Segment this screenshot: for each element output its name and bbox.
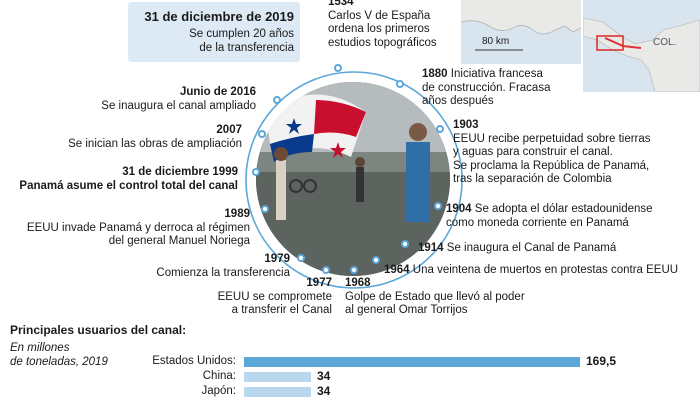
event-1989: 1989 EEUU invade Panamá y derroca al rég… bbox=[0, 208, 250, 249]
event-year: 31 de diciembre 1999 bbox=[122, 166, 238, 178]
event-1977: 1977 EEUU se compromete a transferir el … bbox=[200, 277, 332, 318]
event-text: Una veintena de muertos en protestas con… bbox=[412, 264, 679, 276]
event-1903: 1903 EEUU recibe perpetuidad sobre tierr… bbox=[453, 119, 651, 187]
event-text: Se proclama la República de Panamá, bbox=[453, 159, 650, 172]
event-year: Junio de 2016 bbox=[179, 86, 256, 98]
event-text: EEUU se compromete bbox=[217, 290, 332, 303]
event-text: de construcción. Fracasa bbox=[422, 81, 551, 94]
event-year: 1914 bbox=[418, 242, 444, 254]
event-1880: 1880 Iniciativa francesa de construcción… bbox=[422, 68, 550, 109]
bar bbox=[244, 357, 580, 367]
event-year: 1964 bbox=[384, 264, 410, 276]
event-1979: 1979 Comienza la transferencia bbox=[130, 253, 290, 280]
panama-map bbox=[461, 0, 581, 64]
bar-category-label: China: bbox=[202, 370, 236, 382]
users-title: Principales usuarios del canal: bbox=[10, 323, 187, 337]
timeline-dot-2007 bbox=[258, 130, 266, 138]
timeline-dot-1977 bbox=[322, 266, 330, 274]
event-1964: 1964 Una veintena de muertos en protesta… bbox=[384, 264, 678, 278]
timeline-dot-1904 bbox=[434, 202, 442, 210]
event-text: Golpe de Estado que llevó al poder bbox=[345, 290, 525, 303]
event-1534: 1534 Carlos V de España ordena los prime… bbox=[328, 0, 437, 50]
timeline-dot-1999 bbox=[252, 168, 260, 176]
event-text: Se inaugura el canal ampliado bbox=[101, 99, 256, 112]
timeline-dot-1968 bbox=[350, 266, 358, 274]
bar-category-label: Japón: bbox=[201, 385, 236, 397]
timeline-dot-1903 bbox=[436, 125, 444, 133]
event-year: 1989 bbox=[224, 208, 250, 220]
event-text: Comienza la transferencia bbox=[156, 266, 290, 279]
event-text: años después bbox=[422, 95, 494, 107]
bar-value-label: 169,5 bbox=[586, 354, 617, 368]
bar-category-label: Estados Unidos: bbox=[152, 355, 236, 367]
event-text: Panamá asume el control total del canal bbox=[19, 179, 238, 192]
region-map bbox=[583, 0, 700, 92]
event-text: tras la separación de Colombia bbox=[453, 173, 612, 185]
bar-value-label: 34 bbox=[317, 384, 331, 398]
event-year: 1977 bbox=[306, 277, 332, 289]
event-1904: 1904 Se adopta el dólar estadounidense c… bbox=[446, 203, 653, 230]
event-text: Se adopta el dólar estadounidense bbox=[474, 203, 653, 215]
timeline-dot-1534 bbox=[334, 64, 342, 72]
event-2007: 2007 Se inician las obras de ampliación bbox=[20, 124, 242, 151]
header-date: 31 de diciembre de 2019 bbox=[144, 9, 294, 24]
bar-value-label: 34 bbox=[317, 369, 331, 383]
event-text: Se inaugura el Canal de Panamá bbox=[446, 242, 617, 254]
event-1999: 31 de diciembre 1999 Panamá asume el con… bbox=[0, 166, 238, 193]
event-text: al general Omar Torrijos bbox=[345, 304, 468, 316]
event-text: estudios topográficos bbox=[328, 36, 437, 49]
event-text: Iniciativa francesa bbox=[450, 68, 543, 80]
event-text: y aguas para construir el canal. bbox=[453, 146, 613, 158]
event-text: Carlos V de España bbox=[328, 9, 431, 22]
timeline-dot-1880 bbox=[396, 80, 404, 88]
header-box bbox=[128, 2, 300, 62]
header-line1: Se cumplen 20 años bbox=[189, 28, 294, 40]
map-country-label: COL. bbox=[653, 37, 677, 48]
event-year: 1880 bbox=[422, 68, 448, 80]
users-subtitle-2: de toneladas, 2019 bbox=[10, 356, 108, 368]
event-text: ordena los primeros bbox=[328, 23, 430, 35]
event-text: a transferir el Canal bbox=[231, 304, 332, 316]
event-year: 2007 bbox=[216, 124, 242, 136]
event-year: 1903 bbox=[453, 119, 479, 131]
bar bbox=[244, 387, 311, 397]
event-year: 1968 bbox=[345, 277, 371, 289]
timeline-ring bbox=[245, 71, 463, 289]
timeline-dot-1964 bbox=[372, 256, 380, 264]
event-year: 1979 bbox=[264, 253, 290, 265]
map-scale-label: 80 km bbox=[482, 36, 510, 47]
timeline-dot-1914 bbox=[401, 240, 409, 248]
event-text: como moneda corriente en Panamá bbox=[446, 216, 629, 229]
event-text: del general Manuel Noriega bbox=[108, 235, 250, 247]
bar bbox=[244, 372, 311, 382]
event-1914: 1914 Se inaugura el Canal de Panamá bbox=[418, 242, 616, 256]
event-1968: 1968 Golpe de Estado que llevó al poder … bbox=[345, 277, 525, 318]
users-subtitle-1: En millones bbox=[10, 342, 70, 354]
timeline-dot-1989 bbox=[261, 205, 269, 213]
event-text: EEUU invade Panamá y derroca al régimen bbox=[26, 221, 250, 234]
event-2016: Junio de 2016 Se inaugura el canal ampli… bbox=[40, 86, 256, 113]
event-text: Se inician las obras de ampliación bbox=[68, 137, 242, 150]
timeline-dot-1979 bbox=[297, 254, 305, 262]
header-line2: de la transferencia bbox=[199, 42, 294, 54]
event-year: 1534 bbox=[328, 0, 354, 8]
timeline-dot-2016 bbox=[273, 96, 281, 104]
event-text: EEUU recibe perpetuidad sobre tierras bbox=[453, 132, 651, 145]
event-year: 1904 bbox=[446, 203, 472, 215]
